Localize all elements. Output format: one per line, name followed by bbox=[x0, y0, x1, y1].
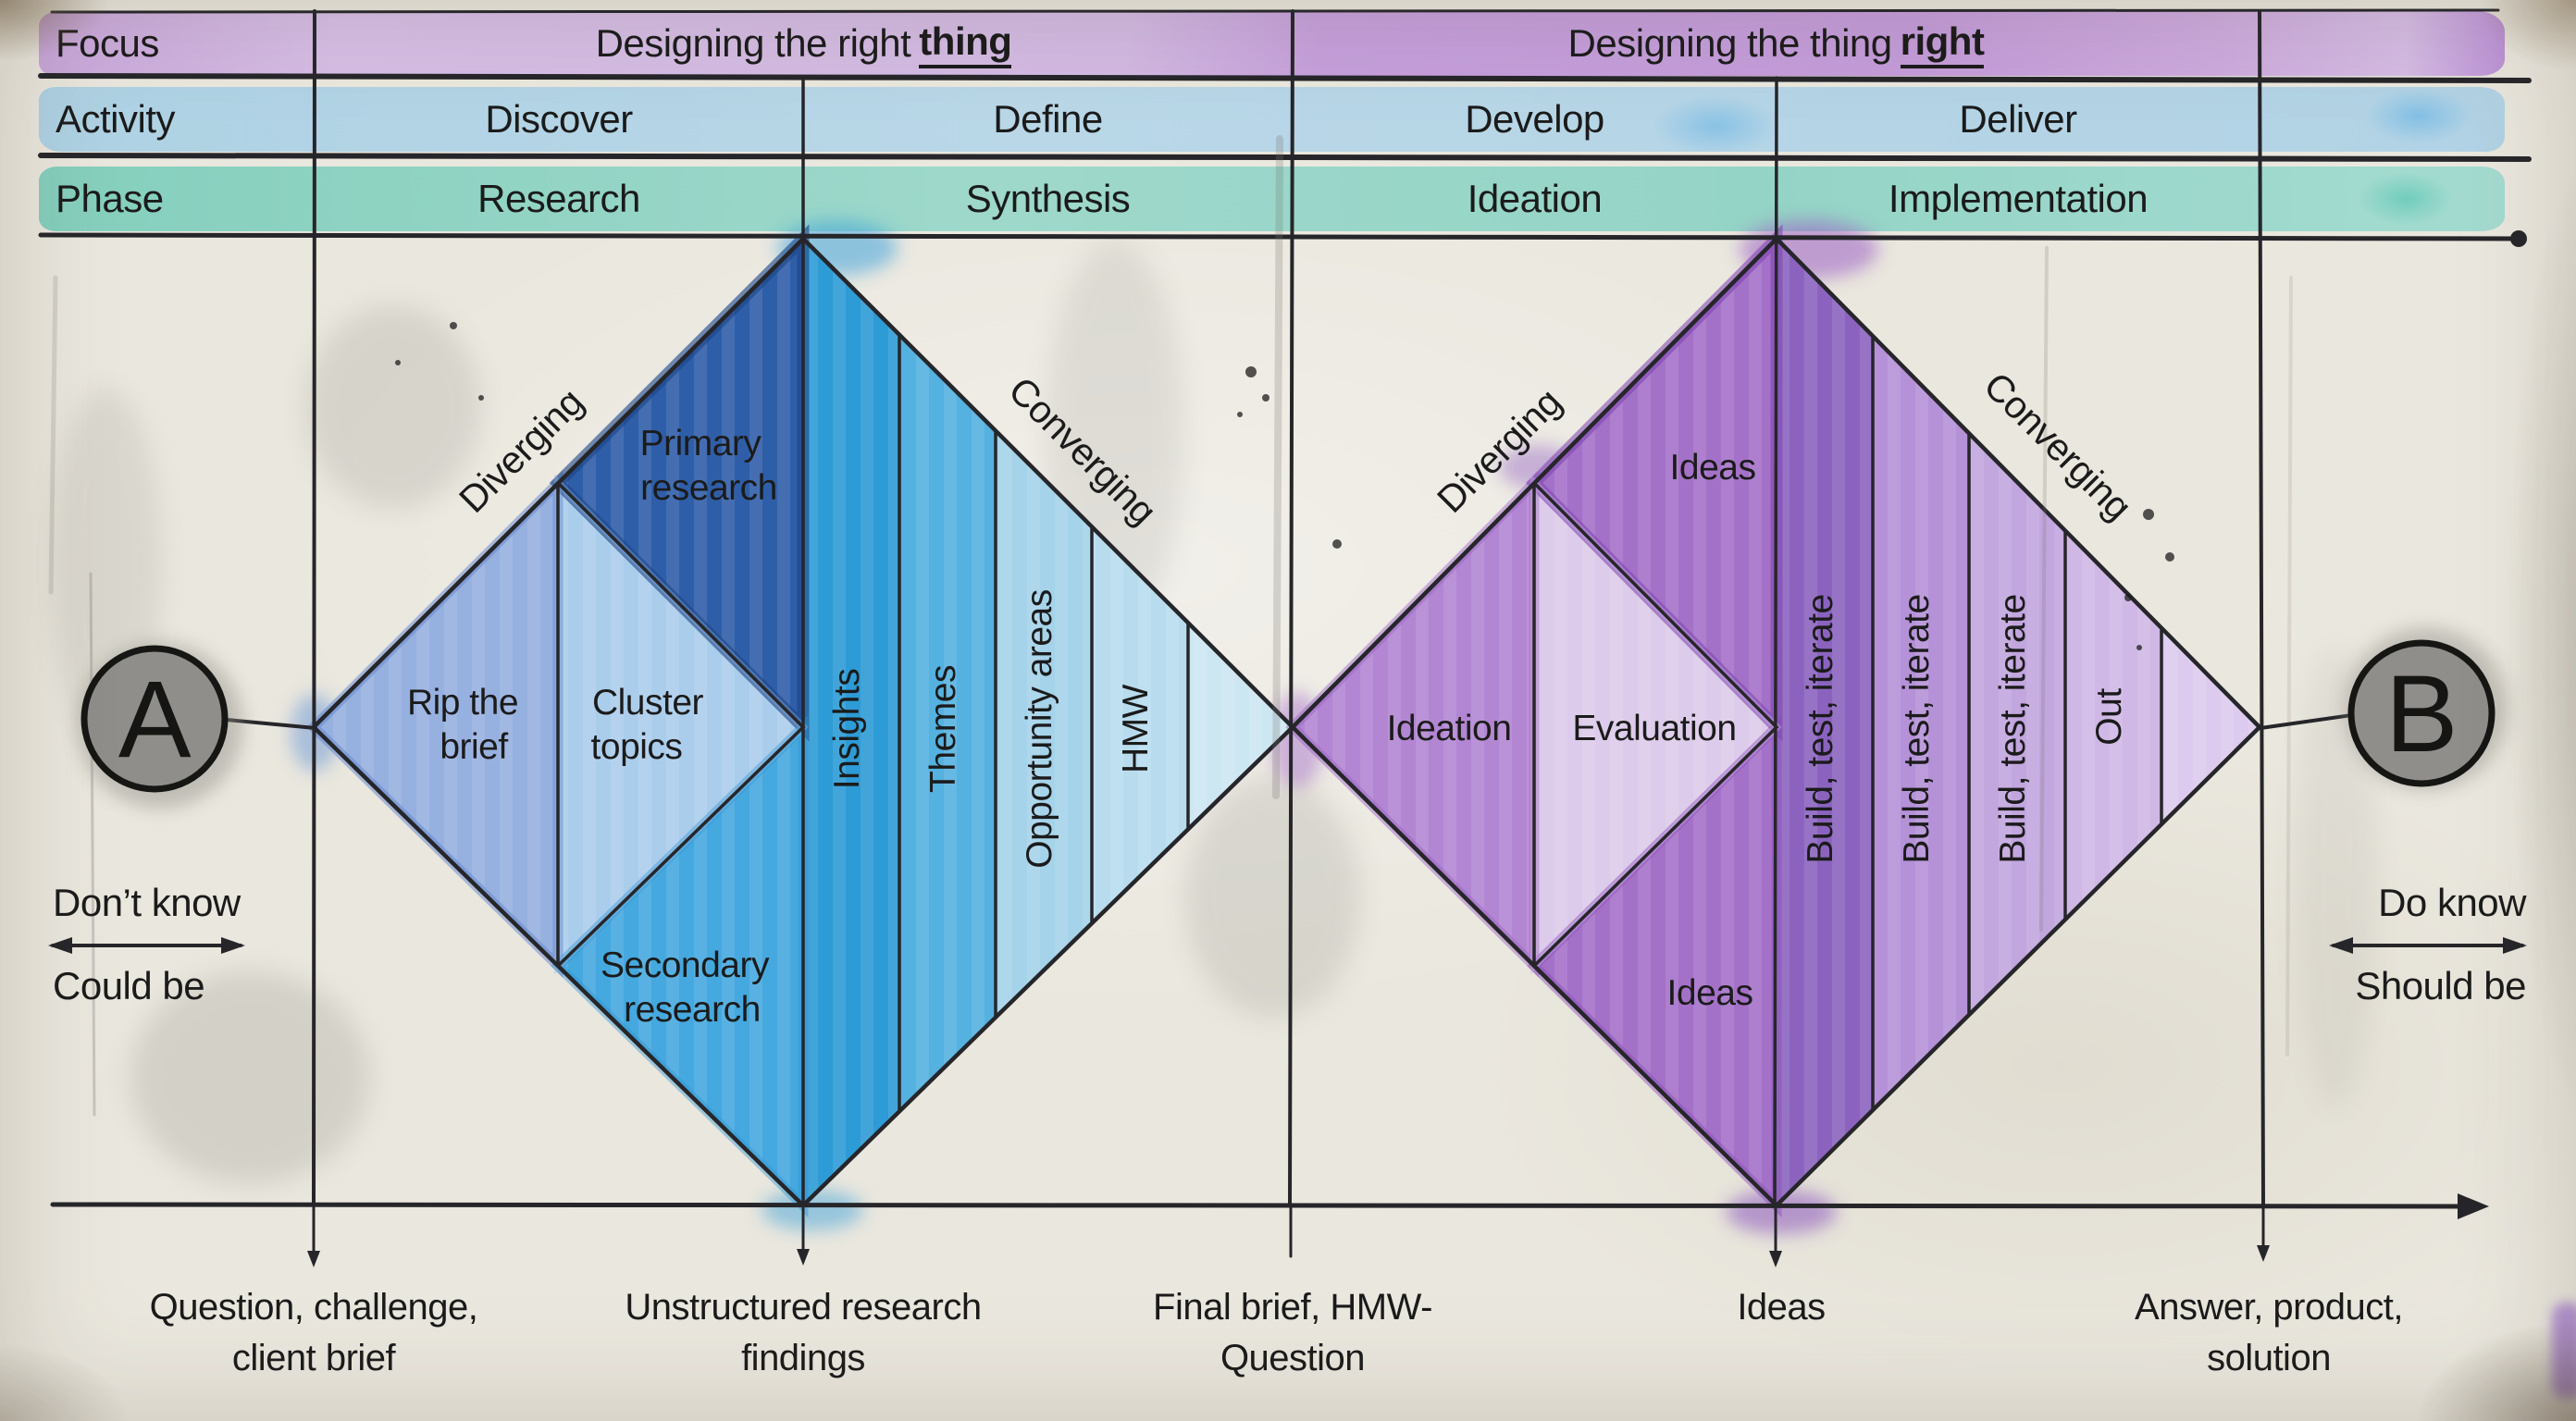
phase-ideation: Ideation bbox=[1467, 177, 1603, 220]
focus-row-label: Focus bbox=[56, 21, 159, 65]
bottom-label-line: Question bbox=[1220, 1338, 1366, 1378]
endpoint-b: B bbox=[2259, 627, 2508, 790]
cluster-topics-label: topics bbox=[591, 727, 683, 767]
b-label: B bbox=[2385, 653, 2458, 775]
grid-line-activity-phase bbox=[38, 153, 2532, 162]
ideas-bottom-label: Ideas bbox=[1667, 973, 1753, 1013]
build-test-iterate-band-label: Build, test, iterate bbox=[1897, 594, 1937, 863]
bottom-axis-line bbox=[50, 1202, 2466, 1209]
themes-band-label: Themes bbox=[923, 665, 963, 793]
grid-line-focus-activity bbox=[38, 73, 2532, 83]
focus-left-text: Designing the right bbox=[595, 21, 911, 65]
grid-vertical bbox=[1773, 76, 1778, 1207]
purple-edge-smudge bbox=[2552, 1303, 2576, 1399]
arrowhead bbox=[48, 937, 72, 954]
phase-synthesis: Synthesis bbox=[965, 177, 1131, 220]
ink-blob bbox=[2510, 230, 2527, 247]
secondary-research-label: research bbox=[624, 990, 761, 1030]
bottom-label-line: solution bbox=[2207, 1338, 2331, 1378]
rip-the-brief-label: Rip the bbox=[407, 683, 518, 723]
opportunity-areas-band-label: Opportunity areas bbox=[1020, 589, 1059, 869]
build-test-iterate-band-label: Build, test, iterate bbox=[1801, 594, 1840, 863]
bottom-label-line: client brief bbox=[231, 1338, 396, 1378]
bottom-label-line: Answer, product, bbox=[2135, 1287, 2403, 1328]
bottom-label-line: Ideas bbox=[1737, 1287, 1826, 1328]
focus-right-emphasis: right bbox=[1900, 19, 1985, 68]
phase-row-label: Phase bbox=[56, 177, 164, 220]
focus-right-text: Designing the thing bbox=[1567, 21, 1893, 65]
primary-research-label: Primary bbox=[640, 424, 762, 463]
build-test-iterate-band-label: Build, test, iterate bbox=[1993, 594, 2033, 863]
hmw-band-label: HMW bbox=[1116, 684, 1156, 773]
bottom-label-answer-solution: Answer, product, solution bbox=[2010, 1282, 2528, 1384]
bottom-label-research-findings: Unstructured research findings bbox=[544, 1282, 1062, 1384]
activity-develop: Develop bbox=[1465, 97, 1604, 141]
cluster-topics-label: Cluster bbox=[592, 683, 704, 723]
endpoint-a: A bbox=[77, 642, 317, 809]
focus-left-emphasis: thing bbox=[919, 19, 1012, 68]
bottom-label-ideas: Ideas bbox=[1522, 1282, 2040, 1333]
bottom-label-line: findings bbox=[741, 1338, 865, 1378]
rip-the-brief-label: brief bbox=[440, 727, 508, 767]
bottom-label-line: Final brief, HMW- bbox=[1153, 1287, 1432, 1328]
bottom-axis-arrowhead bbox=[2458, 1193, 2489, 1219]
note-could-be: Could be bbox=[53, 964, 205, 1007]
note-should-be: Should be bbox=[2355, 964, 2526, 1007]
tick-arrowhead bbox=[2257, 1245, 2270, 1262]
activity-deliver: Deliver bbox=[1959, 97, 2077, 141]
phase-implementation: Implementation bbox=[1888, 177, 2149, 220]
out-band-label: Out bbox=[2089, 688, 2129, 746]
arrowhead bbox=[2503, 937, 2527, 954]
note-do-know: Do know bbox=[2378, 881, 2526, 924]
secondary-research-label: Secondary bbox=[601, 945, 770, 985]
activity-define: Define bbox=[993, 97, 1103, 141]
bottom-label-final-brief: Final brief, HMW- Question bbox=[1034, 1282, 1552, 1384]
ideation-region-label: Ideation bbox=[1387, 709, 1512, 748]
activity-discover: Discover bbox=[485, 97, 633, 141]
a-label: A bbox=[118, 659, 192, 781]
bottom-axis bbox=[50, 1193, 2489, 1267]
insights-band-label: Insights bbox=[827, 669, 867, 789]
tick-arrowhead bbox=[1769, 1251, 1782, 1267]
focus-right-title: Designing the thing right bbox=[1293, 11, 2260, 76]
activity-row-label: Activity bbox=[56, 97, 176, 141]
tick-arrowhead bbox=[797, 1249, 810, 1266]
side-arrows bbox=[48, 937, 2527, 954]
b-connector-line bbox=[2259, 713, 2354, 730]
focus-left-title: Designing the right thing bbox=[315, 11, 1293, 76]
primary-research-label: research bbox=[640, 468, 777, 508]
arrowhead bbox=[2329, 937, 2353, 954]
bottom-label-line: Question, challenge, bbox=[149, 1287, 478, 1328]
evaluation-region-label: Evaluation bbox=[1572, 709, 1736, 748]
arrowhead bbox=[221, 937, 245, 954]
phase-research: Research bbox=[477, 177, 640, 220]
tick-arrowhead bbox=[307, 1251, 320, 1267]
bottom-label-client-brief: Question, challenge, client brief bbox=[55, 1282, 573, 1384]
note-dont-know: Don’t know bbox=[53, 881, 241, 924]
ideas-top-label: Ideas bbox=[1670, 448, 1756, 488]
grid-vertical bbox=[2258, 10, 2265, 1207]
bottom-label-line: Unstructured research bbox=[625, 1287, 982, 1328]
